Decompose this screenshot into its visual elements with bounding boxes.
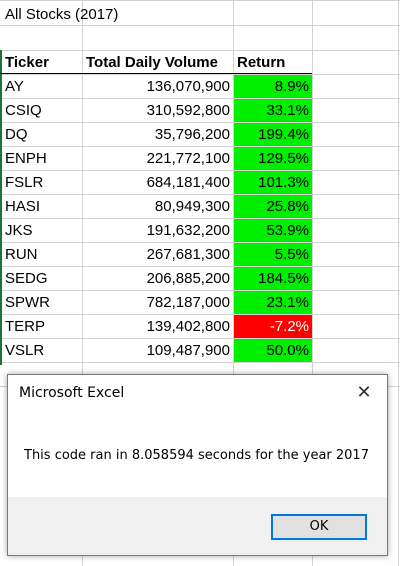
volume-cell[interactable]: 310,592,800 xyxy=(146,102,230,119)
volume-cell[interactable]: 221,772,100 xyxy=(146,150,230,167)
return-cell[interactable]: 23.1% xyxy=(234,291,312,314)
column-divider xyxy=(233,0,234,566)
return-cell[interactable]: 184.5% xyxy=(234,267,312,290)
row-divider xyxy=(0,74,400,75)
return-cell[interactable]: 25.8% xyxy=(234,195,312,218)
row-divider xyxy=(0,314,400,315)
column-divider xyxy=(398,0,399,566)
row-divider xyxy=(0,242,400,243)
row-divider xyxy=(0,0,400,1)
header-underline xyxy=(0,73,312,74)
ticker-cell[interactable]: TERP xyxy=(5,318,46,335)
row-divider xyxy=(0,50,400,51)
message-dialog: Microsoft Excel ✕ This code ran in 8.058… xyxy=(7,374,388,556)
column-divider xyxy=(82,0,83,566)
ticker-cell[interactable]: FSLR xyxy=(5,174,44,191)
dialog-message: This code ran in 8.058594 seconds for th… xyxy=(24,448,369,463)
row-divider xyxy=(0,170,400,171)
return-cell[interactable]: 33.1% xyxy=(234,99,312,122)
volume-cell[interactable]: 684,181,400 xyxy=(146,174,230,191)
row-divider xyxy=(0,25,400,26)
header-volume[interactable]: Total Daily Volume xyxy=(86,54,218,71)
volume-cell[interactable]: 109,487,900 xyxy=(146,342,230,359)
ticker-cell[interactable]: AY xyxy=(5,78,24,95)
row-divider xyxy=(0,266,400,267)
return-cell[interactable]: 50.0% xyxy=(234,339,312,362)
column-divider xyxy=(312,0,313,566)
row-divider xyxy=(0,290,400,291)
ticker-cell[interactable]: ENPH xyxy=(5,150,47,167)
return-cell[interactable]: 5.5% xyxy=(234,243,312,266)
volume-cell[interactable]: 136,070,900 xyxy=(146,78,230,95)
dialog-footer: OK xyxy=(8,497,387,555)
row-divider xyxy=(0,194,400,195)
return-cell[interactable]: 8.9% xyxy=(234,75,312,98)
ticker-cell[interactable]: DQ xyxy=(5,126,28,143)
volume-cell[interactable]: 191,632,200 xyxy=(146,222,230,239)
close-icon[interactable]: ✕ xyxy=(356,382,372,402)
row-divider xyxy=(0,362,400,363)
return-cell[interactable]: 199.4% xyxy=(234,123,312,146)
row-divider xyxy=(0,146,400,147)
volume-cell[interactable]: 267,681,300 xyxy=(146,246,230,263)
volume-cell[interactable]: 782,187,000 xyxy=(146,294,230,311)
volume-cell[interactable]: 139,402,800 xyxy=(146,318,230,335)
ticker-cell[interactable]: CSIQ xyxy=(5,102,42,119)
row-divider xyxy=(0,122,400,123)
return-cell[interactable]: -7.2% xyxy=(234,315,312,338)
ticker-cell[interactable]: HASI xyxy=(5,198,41,215)
return-cell[interactable]: 53.9% xyxy=(234,219,312,242)
volume-cell[interactable]: 80,949,300 xyxy=(154,198,230,215)
ticker-cell[interactable]: RUN xyxy=(5,246,38,263)
header-ticker[interactable]: Ticker xyxy=(5,54,49,71)
volume-cell[interactable]: 35,796,200 xyxy=(154,126,230,143)
row-divider xyxy=(0,218,400,219)
row-divider xyxy=(0,338,400,339)
ticker-cell[interactable]: SPWR xyxy=(5,294,50,311)
header-return[interactable]: Return xyxy=(237,54,286,71)
selection-edge xyxy=(0,50,2,365)
ticker-cell[interactable]: SEDG xyxy=(5,270,48,287)
return-cell[interactable]: 101.3% xyxy=(234,171,312,194)
ticker-cell[interactable]: JKS xyxy=(5,222,33,239)
volume-cell[interactable]: 206,885,200 xyxy=(146,270,230,287)
dialog-title: Microsoft Excel xyxy=(19,385,125,401)
sheet-title-cell[interactable]: All Stocks (2017) xyxy=(5,6,119,23)
ticker-cell[interactable]: VSLR xyxy=(5,342,45,359)
row-divider xyxy=(0,98,400,99)
ok-button[interactable]: OK xyxy=(271,514,367,540)
return-cell[interactable]: 129.5% xyxy=(234,147,312,170)
